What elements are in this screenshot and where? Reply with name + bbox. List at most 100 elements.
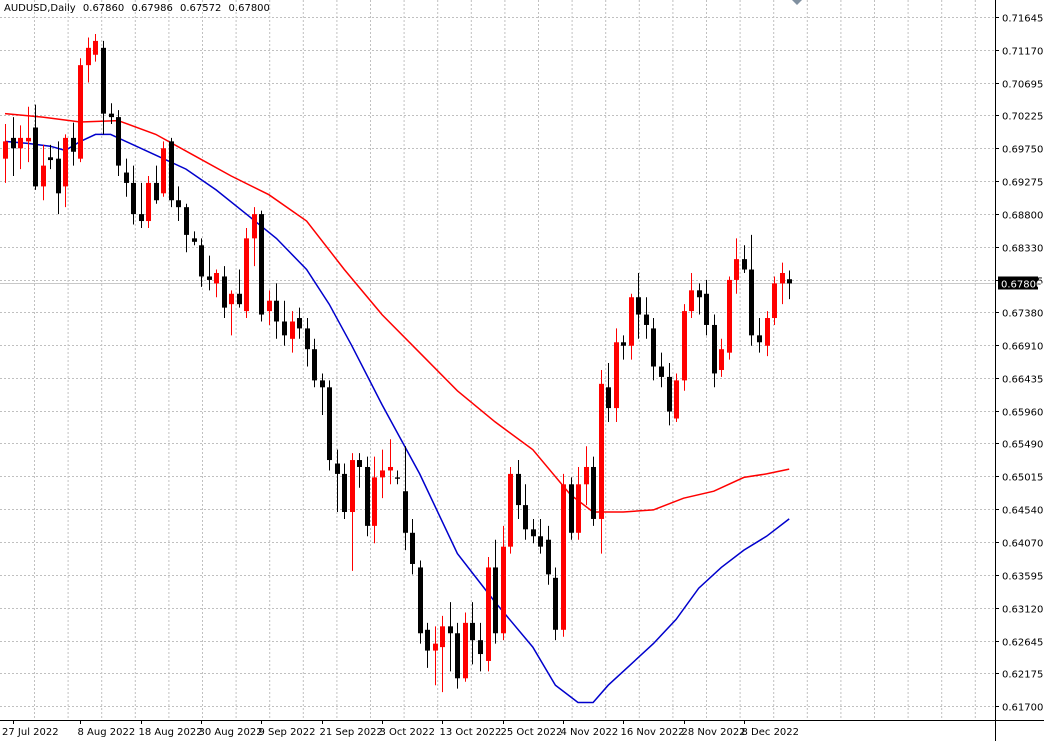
candle bbox=[327, 380, 332, 471]
candle-body bbox=[63, 137, 68, 187]
candle bbox=[780, 262, 785, 305]
candle bbox=[267, 290, 272, 325]
candle-body bbox=[229, 293, 234, 305]
candle-body bbox=[584, 466, 589, 485]
candle-body bbox=[395, 477, 400, 479]
candle bbox=[667, 363, 672, 426]
close-value: 0.67800 bbox=[228, 3, 270, 14]
candle-body bbox=[742, 259, 747, 270]
candle bbox=[538, 518, 543, 554]
y-tick-label: 0.68800 bbox=[1002, 211, 1043, 222]
candle bbox=[455, 622, 460, 689]
candle-body bbox=[697, 290, 702, 298]
candle bbox=[516, 460, 521, 519]
candle-body bbox=[146, 182, 151, 222]
chart-shift-marker-icon[interactable] bbox=[792, 0, 802, 5]
y-tick-label: 0.71170 bbox=[1002, 47, 1043, 58]
y-tick-label: 0.67380 bbox=[1002, 309, 1043, 320]
candle bbox=[11, 117, 16, 176]
candle-body bbox=[335, 463, 340, 474]
candle bbox=[561, 473, 566, 637]
candle bbox=[101, 40, 106, 135]
candle-body bbox=[237, 293, 242, 305]
candle bbox=[244, 227, 249, 319]
y-tick-label: 0.70225 bbox=[1002, 112, 1043, 123]
candle bbox=[86, 37, 91, 83]
candle bbox=[772, 276, 777, 325]
candle bbox=[448, 602, 453, 672]
y-tick-label: 0.66435 bbox=[1002, 375, 1043, 386]
candle bbox=[614, 328, 619, 422]
candle-body bbox=[440, 626, 445, 648]
candle bbox=[71, 122, 76, 166]
low-value: 0.67572 bbox=[180, 3, 222, 14]
y-tick-label: 0.63120 bbox=[1002, 605, 1043, 616]
candle bbox=[478, 622, 483, 672]
candle bbox=[357, 453, 362, 488]
candle-body bbox=[553, 577, 558, 630]
candle-body bbox=[372, 477, 377, 526]
candle bbox=[742, 245, 747, 273]
candle-body bbox=[56, 158, 61, 194]
candle-body bbox=[214, 272, 219, 284]
candle-body bbox=[561, 484, 566, 630]
x-tick-label: 9 Sep 2022 bbox=[259, 727, 316, 738]
candle-body bbox=[727, 279, 732, 353]
candle bbox=[18, 125, 23, 170]
candle bbox=[184, 203, 189, 253]
price-axis[interactable]: 0.71645 0.71170 0.70695 0.70225 0.69750 0.692… bbox=[995, 14, 1043, 714]
candle-body bbox=[139, 214, 144, 222]
candle bbox=[682, 304, 687, 391]
y-tick-label: 0.62645 bbox=[1002, 638, 1043, 649]
candle-body bbox=[614, 342, 619, 409]
candle-body bbox=[757, 335, 762, 343]
candle bbox=[305, 318, 310, 367]
candle-body bbox=[71, 137, 76, 152]
candle bbox=[252, 207, 257, 267]
x-tick-label: 21 Sep 2022 bbox=[320, 727, 383, 738]
candle-body bbox=[41, 165, 46, 187]
x-tick-label: 8 Dec 2022 bbox=[742, 727, 800, 738]
candle bbox=[584, 446, 589, 506]
candle bbox=[290, 311, 295, 353]
candle bbox=[674, 373, 679, 422]
candle-body bbox=[787, 279, 792, 284]
candle bbox=[259, 210, 264, 322]
candle-body bbox=[516, 473, 521, 506]
candle bbox=[621, 335, 626, 360]
high-value: 0.67986 bbox=[131, 3, 173, 14]
candle-body bbox=[569, 484, 574, 533]
candle bbox=[591, 456, 596, 526]
candle bbox=[531, 518, 536, 544]
candle-body bbox=[463, 622, 468, 679]
candle bbox=[109, 103, 114, 125]
candle-body bbox=[682, 311, 687, 381]
candle-body bbox=[546, 539, 551, 575]
candle-body bbox=[599, 383, 604, 519]
candle-body bbox=[591, 466, 596, 519]
x-tick-label: 13 Oct 2022 bbox=[440, 727, 502, 738]
candle bbox=[26, 106, 31, 163]
x-tick-label: 3 Oct 2022 bbox=[380, 727, 435, 738]
candle-body bbox=[478, 640, 483, 655]
current-price-box: 0.67800 bbox=[998, 276, 1042, 291]
candle-body bbox=[704, 293, 709, 325]
candle bbox=[222, 266, 227, 319]
candle bbox=[154, 165, 159, 204]
candle bbox=[372, 456, 377, 544]
candle-body bbox=[26, 137, 31, 142]
candle bbox=[199, 238, 204, 287]
candle-body bbox=[252, 214, 257, 239]
x-tick-label: 30 Aug 2022 bbox=[199, 727, 263, 738]
candle bbox=[403, 446, 408, 551]
open-value: 0.67860 bbox=[82, 3, 125, 14]
candle-body bbox=[222, 276, 227, 308]
candle bbox=[237, 269, 242, 308]
candle bbox=[33, 104, 38, 190]
candle-body bbox=[780, 272, 785, 284]
candle-body bbox=[86, 47, 91, 66]
candle-body bbox=[3, 141, 8, 159]
